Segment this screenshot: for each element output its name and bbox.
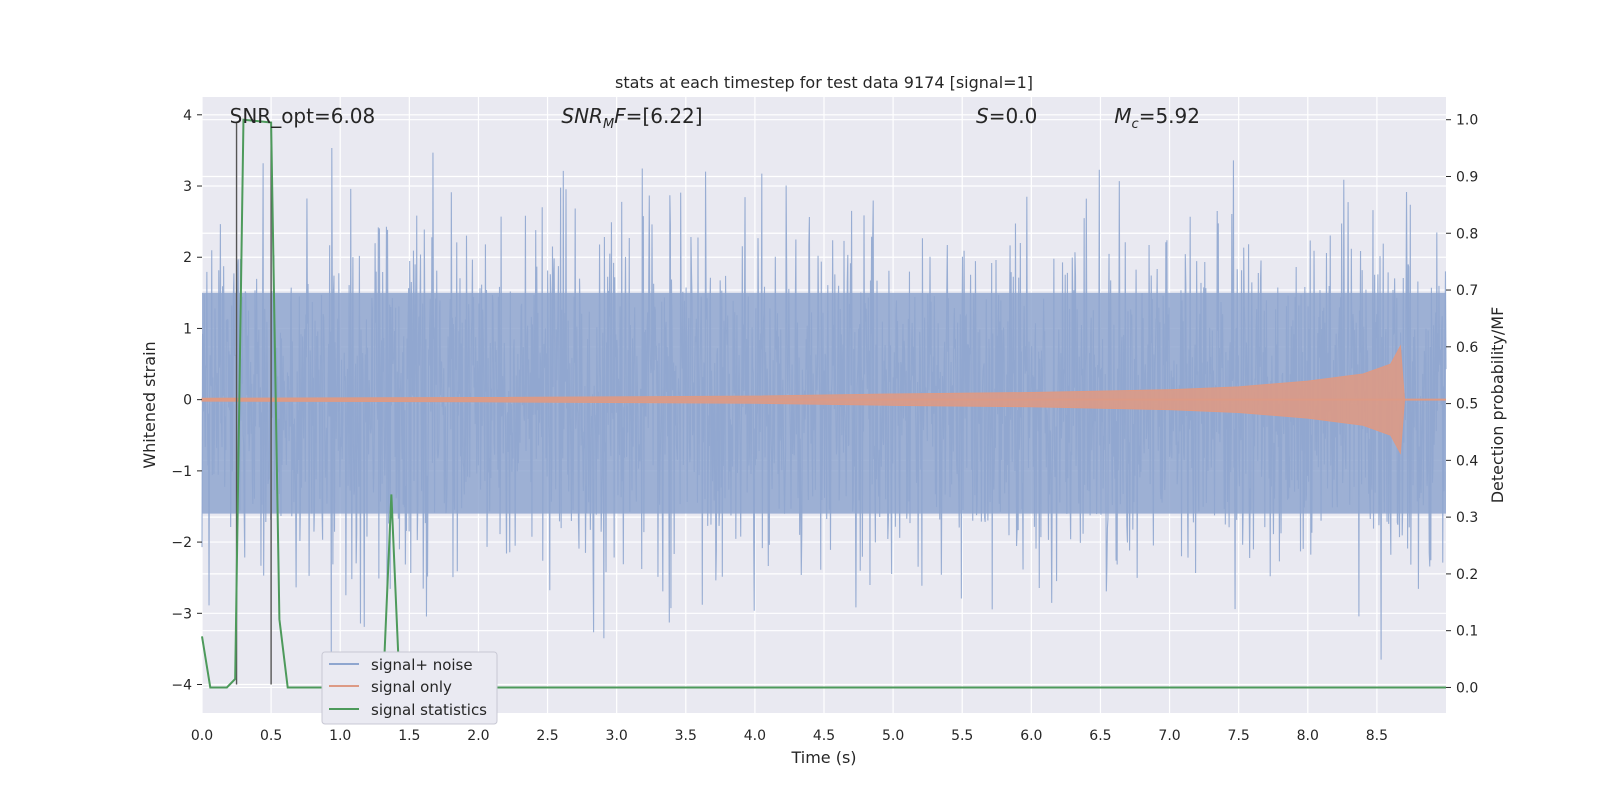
annotation-s_val: S=0.0 <box>976 104 1037 128</box>
y-left-tick-label: −3 <box>171 606 192 622</box>
x-tick-label: 6.5 <box>1089 728 1111 744</box>
x-axis-label: Time (s) <box>790 748 856 767</box>
y-right-tick-label: 0.4 <box>1456 453 1478 469</box>
x-tick-label: 2.5 <box>536 728 558 744</box>
x-tick-label: 3.5 <box>675 728 697 744</box>
annotation-mc_val: Mc=5.92 <box>1114 104 1200 132</box>
x-tick-label: 7.5 <box>1228 728 1250 744</box>
y-left-tick-label: 4 <box>183 108 192 124</box>
legend-label-signal-noise: signal+ noise <box>371 656 473 674</box>
y-left-tick-label: 0 <box>183 393 192 409</box>
y-right-tick-label: 0.0 <box>1456 680 1478 696</box>
x-tick-label: 8.0 <box>1297 728 1319 744</box>
y-right-axis-label: Detection probability/MF <box>1488 307 1507 504</box>
x-tick-label: 5.5 <box>951 728 973 744</box>
x-tick-label: 0.0 <box>191 728 213 744</box>
y-left-tick-label: −1 <box>171 464 192 480</box>
x-tick-label: 7.0 <box>1158 728 1180 744</box>
y-right-tick-label: 0.1 <box>1456 624 1478 640</box>
x-tick-label: 1.0 <box>329 728 351 744</box>
y-right-tick-label: 0.6 <box>1456 340 1478 356</box>
chart-title: stats at each timestep for test data 917… <box>615 73 1033 92</box>
annotation-snr_mf: SNRMF=[6.22] <box>561 104 702 132</box>
y-left-tick-label: 2 <box>183 250 192 266</box>
annotations: SNR_opt=6.08 SNRMF=[6.22] S=0.0 Mc=5.92 <box>230 104 1200 132</box>
y-right-axis-ticks: 1.0 0.9 0.8 0.7 0.6 0.5 0.4 0.3 0.2 0.1 0.0 <box>1446 113 1478 696</box>
annotation-snr_opt: SNR_opt=6.08 <box>230 104 376 128</box>
y-right-tick-label: 0.2 <box>1456 567 1478 583</box>
legend-label-signal-only: signal only <box>371 678 452 696</box>
x-tick-label: 1.5 <box>398 728 420 744</box>
y-right-tick-label: 0.5 <box>1456 397 1478 413</box>
series-signal-statistics <box>201 118 1446 689</box>
y-left-tick-label: 1 <box>183 321 192 337</box>
y-left-tick-label: −2 <box>171 535 192 551</box>
x-tick-label: 0.5 <box>260 728 282 744</box>
x-tick-label: 4.0 <box>744 728 766 744</box>
x-tick-label: 6.0 <box>1020 728 1042 744</box>
y-right-tick-label: 0.9 <box>1456 169 1478 185</box>
y-left-axis-ticks: 4 3 2 1 0 −1 −2 −3 −4 <box>171 108 202 694</box>
y-right-tick-label: 1.0 <box>1456 113 1478 129</box>
x-tick-label: 5.0 <box>882 728 904 744</box>
x-axis-ticks: 0.0 0.5 1.0 1.5 2.0 2.5 3.0 3.5 4.0 4.5 5.0 5.5 6.0 6… <box>191 728 1388 744</box>
plot-series <box>201 118 1447 689</box>
y-right-tick-label: 0.7 <box>1456 283 1478 299</box>
x-tick-label: 4.5 <box>813 728 835 744</box>
legend: signal+ noise signal only signal statist… <box>321 651 498 725</box>
x-tick-label: 2.0 <box>467 728 489 744</box>
x-tick-label: 3.0 <box>606 728 628 744</box>
x-tick-label: 8.5 <box>1366 728 1388 744</box>
legend-label-signal-statistics: signal statistics <box>371 701 487 719</box>
y-left-axis-label: Whitened strain <box>140 341 159 468</box>
legend-box <box>321 651 498 725</box>
y-right-tick-label: 0.3 <box>1456 510 1478 526</box>
y-left-tick-label: −4 <box>171 678 192 694</box>
y-left-tick-label: 3 <box>183 179 192 195</box>
y-right-tick-label: 0.8 <box>1456 226 1478 242</box>
